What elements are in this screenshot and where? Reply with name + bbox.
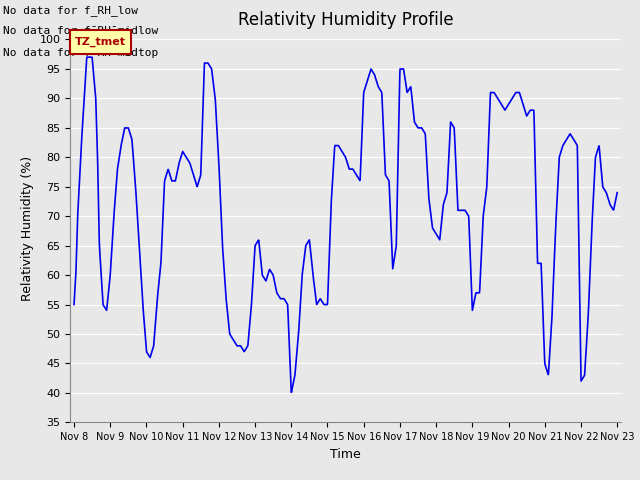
Y-axis label: Relativity Humidity (%): Relativity Humidity (%) [21, 156, 34, 300]
Text: TZ_tmet: TZ_tmet [76, 37, 126, 47]
Text: No data for f¯RH¯midlow: No data for f¯RH¯midlow [3, 26, 159, 36]
X-axis label: Time: Time [330, 448, 361, 461]
Text: No data for f_RH_low: No data for f_RH_low [3, 5, 138, 16]
Title: Relativity Humidity Profile: Relativity Humidity Profile [238, 11, 453, 29]
Text: No data for f¯RH¯midtop: No data for f¯RH¯midtop [3, 48, 159, 58]
